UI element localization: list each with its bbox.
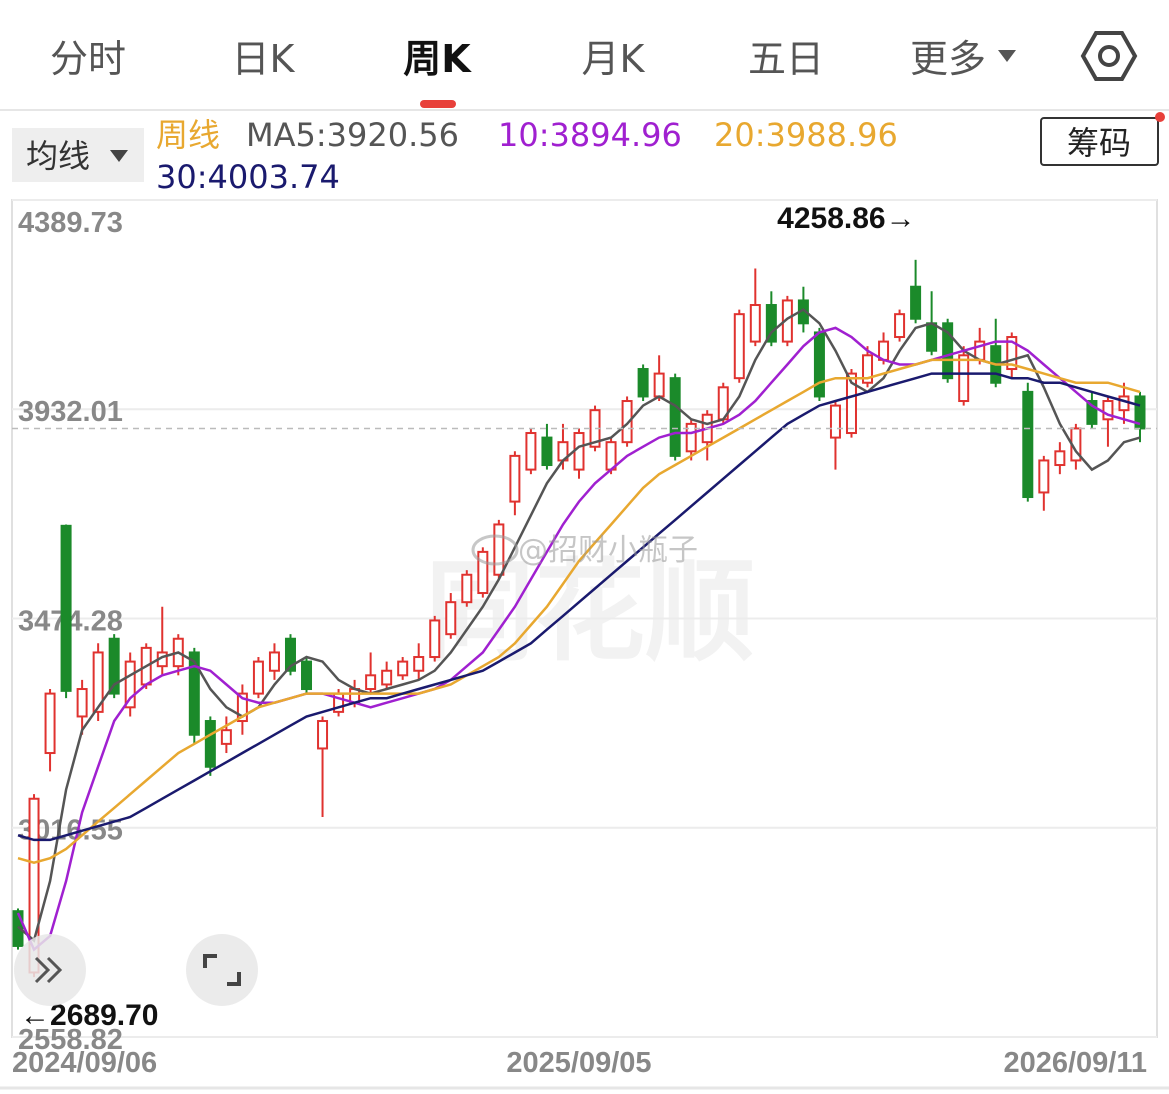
- candle-body: [76, 688, 88, 718]
- candle-body: [1006, 336, 1018, 371]
- tab-indicator: [420, 100, 456, 108]
- candle-body: [124, 660, 136, 709]
- tab[interactable]: 日K: [232, 37, 296, 81]
- tab[interactable]: 月K: [582, 37, 646, 81]
- candle-body: [44, 692, 56, 755]
- candle-body: [1102, 400, 1114, 421]
- candle-body: [910, 285, 922, 320]
- candle-body: [477, 550, 489, 595]
- ma-line: [17, 308, 1141, 943]
- legend-entry: 周线: [156, 116, 220, 154]
- candle-body: [637, 368, 649, 398]
- candle-body: [653, 372, 665, 398]
- tab[interactable]: 分时: [50, 37, 126, 81]
- candle-body: [204, 720, 216, 768]
- candle-body: [284, 637, 296, 672]
- candle-body: [108, 637, 120, 695]
- candle-body: [509, 454, 521, 503]
- corners: [203, 954, 241, 986]
- candle-body: [493, 523, 505, 576]
- candle-body: [862, 354, 874, 384]
- chip-button[interactable]: 筹码: [1040, 112, 1165, 166]
- y-tick-label: 2558.82: [18, 1024, 123, 1056]
- candle-body: [541, 436, 553, 467]
- ma-line: [17, 372, 1141, 842]
- candle-body: [413, 656, 425, 672]
- max-annotation: 4258.86→: [777, 202, 915, 235]
- candle-body: [829, 404, 841, 439]
- y-tick-label: 3932.01: [18, 396, 123, 428]
- candle-body: [429, 619, 441, 659]
- ma-button[interactable]: 均线: [12, 128, 144, 182]
- expand-button[interactable]: [14, 934, 86, 1006]
- ma-line: [16, 326, 1141, 952]
- fullscreen-button[interactable]: [186, 934, 258, 1006]
- watermark-logo: [471, 534, 519, 566]
- candle-body: [669, 377, 681, 457]
- badge: [1155, 112, 1165, 122]
- candle-body: [301, 660, 313, 691]
- candle-body: [621, 400, 633, 444]
- candle-body: [733, 313, 745, 380]
- candle-body: [236, 692, 248, 723]
- legend-entry: 30:4003.74: [156, 158, 340, 196]
- gear: [1080, 31, 1138, 81]
- x-tick-label: 2026/09/11: [1003, 1047, 1147, 1079]
- x-tick-label: 2024/09/06: [12, 1047, 157, 1079]
- plot: 2558.823016.553474.283932.014389.732024/…: [12, 199, 1157, 1079]
- button-label: 筹码: [1067, 124, 1131, 162]
- candle-body: [813, 331, 825, 398]
- candle-body: [573, 432, 585, 471]
- tab[interactable]: 更多: [910, 37, 986, 81]
- watermark: @招财小瓶子: [471, 533, 698, 568]
- candle-body: [188, 651, 200, 736]
- candle-body: [461, 573, 473, 604]
- button-bg: [1040, 117, 1159, 166]
- candle-body: [445, 601, 457, 636]
- candle-body: [525, 432, 537, 471]
- button-bg: [186, 934, 258, 1006]
- candle-body: [765, 304, 777, 343]
- candle-body: [381, 669, 393, 686]
- button-label: 均线: [26, 137, 90, 175]
- candle-body: [252, 660, 264, 695]
- settings-icon[interactable]: [1080, 31, 1138, 81]
- candle-body: [1054, 450, 1066, 467]
- legend-entry: MA5:3920.56: [246, 116, 459, 154]
- tab-bar: 分时 日K 周K 月K 五日 更多: [0, 31, 1169, 111]
- candle-body: [685, 422, 697, 453]
- legend-entry: 20:3988.96: [714, 116, 898, 154]
- candle-body: [317, 720, 329, 750]
- dropdown-arrow: [110, 150, 128, 162]
- legend-entry: 10:3894.96: [498, 116, 682, 154]
- x-tick-label: 2025/09/05: [506, 1047, 651, 1079]
- candle-body: [1086, 400, 1098, 425]
- tab[interactable]: 五日: [748, 37, 824, 81]
- candle-body: [845, 372, 857, 435]
- candle-body: [958, 354, 970, 403]
- candle-body: [220, 729, 232, 745]
- dropdown-arrow: [998, 50, 1016, 62]
- candle-body: [894, 313, 906, 339]
- legend: 周线 MA5:3920.56 10:3894.96 20:3988.96 30:4003…: [156, 116, 898, 196]
- candle-body: [60, 524, 72, 692]
- candle-body: [1022, 390, 1034, 499]
- candle-body: [12, 910, 24, 947]
- candle-body: [397, 660, 409, 677]
- watermark-text: @招财小瓶子: [518, 533, 698, 568]
- candle-body: [1118, 395, 1130, 412]
- candle-body: [92, 651, 104, 713]
- ma-line: [17, 358, 1141, 864]
- candle-body: [926, 322, 938, 352]
- candle-body: [268, 651, 280, 672]
- candle-body: [942, 322, 954, 380]
- y-tick-label: 4389.73: [18, 207, 123, 239]
- chevrons: [34, 956, 63, 984]
- tab-selected[interactable]: 周K: [403, 37, 472, 81]
- gear-hole: [1098, 45, 1120, 67]
- candle-body: [749, 304, 761, 343]
- candle-body: [1038, 459, 1050, 494]
- candle-body: [365, 674, 377, 691]
